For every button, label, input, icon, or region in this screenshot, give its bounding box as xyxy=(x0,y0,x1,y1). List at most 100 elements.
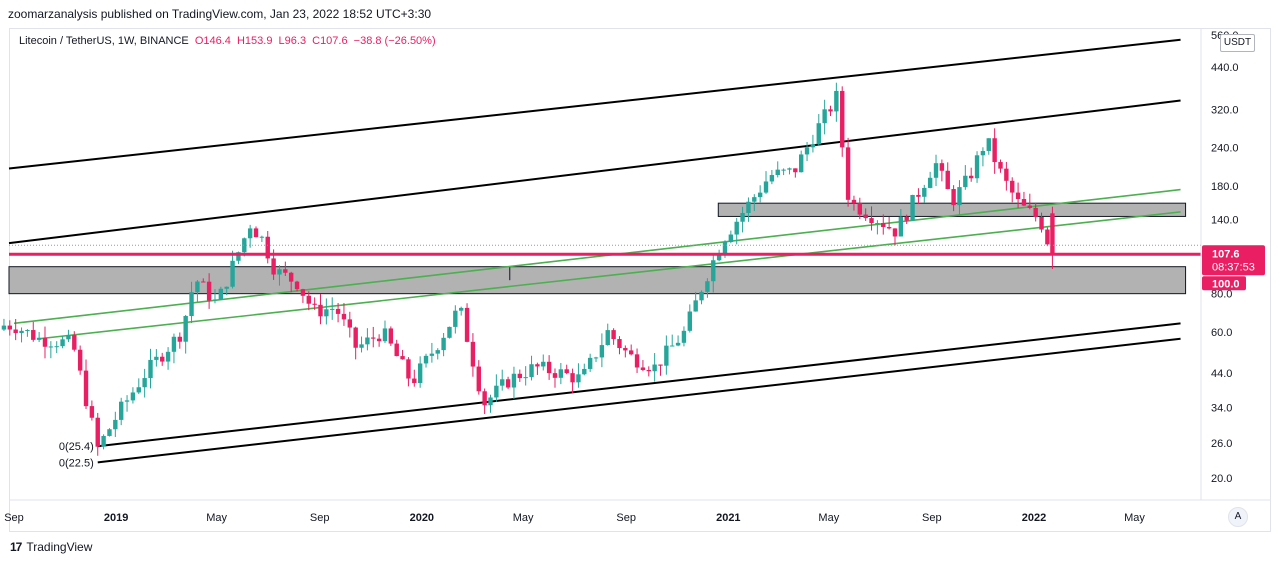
candle xyxy=(922,187,927,197)
currency-button[interactable]: USDT xyxy=(1220,34,1255,52)
candle xyxy=(693,300,698,312)
channel-line-3 xyxy=(97,337,1181,464)
x-tick-label: May xyxy=(206,512,227,524)
candle xyxy=(347,319,353,328)
candle xyxy=(7,325,13,330)
candle xyxy=(42,337,48,347)
candle xyxy=(318,304,323,317)
candle xyxy=(212,299,218,301)
candle xyxy=(1050,213,1055,255)
candle xyxy=(535,364,540,367)
candle xyxy=(916,194,921,197)
candle xyxy=(101,435,106,447)
candle xyxy=(605,330,610,346)
candle xyxy=(470,341,476,367)
candle xyxy=(183,316,188,342)
candle xyxy=(529,364,534,378)
candle xyxy=(423,355,429,364)
candle xyxy=(628,350,634,355)
candle xyxy=(177,336,183,342)
candle xyxy=(189,292,194,317)
candle xyxy=(757,192,763,198)
candle xyxy=(675,342,681,346)
candle xyxy=(324,309,329,317)
candle xyxy=(1033,207,1038,217)
candle xyxy=(288,272,294,282)
candle xyxy=(787,168,792,170)
candle xyxy=(910,194,915,221)
candle xyxy=(570,373,575,383)
candle xyxy=(634,354,640,368)
candle xyxy=(1027,205,1033,208)
candle xyxy=(48,346,54,348)
candle xyxy=(904,216,909,221)
candle xyxy=(558,369,564,378)
candle xyxy=(658,364,663,366)
candle xyxy=(25,330,30,332)
candle xyxy=(365,337,370,345)
auto-scale-button[interactable]: A xyxy=(1228,507,1248,527)
candle xyxy=(341,313,347,320)
candle xyxy=(406,359,411,379)
candle xyxy=(816,123,821,145)
candle xyxy=(107,429,112,436)
channel-line-2 xyxy=(97,322,1181,448)
level-badge xyxy=(1202,276,1246,291)
candle xyxy=(546,361,552,374)
candle xyxy=(599,345,605,358)
candle xyxy=(804,147,810,155)
candle xyxy=(752,197,757,202)
trend-line-0 xyxy=(13,188,1181,325)
last-price-badge xyxy=(1202,245,1265,276)
candle xyxy=(359,344,364,348)
candle xyxy=(892,228,898,237)
candle xyxy=(646,369,651,372)
candle xyxy=(441,337,446,351)
candle xyxy=(335,308,341,314)
candle xyxy=(236,252,241,261)
candle xyxy=(142,378,147,388)
candle xyxy=(376,338,382,342)
candle xyxy=(277,269,282,275)
candle xyxy=(664,345,669,366)
x-tick-label: Sep xyxy=(616,512,636,524)
candle xyxy=(60,339,65,347)
trend-line-1 xyxy=(39,211,1181,340)
tv-logo-icon: 17 xyxy=(10,540,22,554)
candle xyxy=(488,397,493,406)
candle xyxy=(382,328,388,342)
candle xyxy=(968,175,974,179)
candle xyxy=(283,269,288,273)
candle xyxy=(464,307,470,342)
candle xyxy=(617,339,622,349)
candle xyxy=(312,303,317,305)
x-tick-label: 2019 xyxy=(104,512,128,524)
channel-line-0 xyxy=(8,38,1181,170)
level-label: 100.0 xyxy=(1212,278,1240,290)
x-tick-label: Sep xyxy=(4,512,24,524)
candle xyxy=(259,236,265,238)
candle xyxy=(623,348,628,351)
candle xyxy=(124,400,130,402)
legend-high: H153.9 xyxy=(236,35,273,47)
candle xyxy=(798,154,804,173)
candle xyxy=(1039,216,1044,230)
candle xyxy=(728,234,734,243)
candle xyxy=(300,289,306,296)
candle xyxy=(453,310,458,327)
candle xyxy=(769,175,775,182)
candle xyxy=(857,203,863,215)
y-tick-label: 320.0 xyxy=(1211,104,1239,116)
candle xyxy=(587,357,593,369)
y-tick-label: 140.0 xyxy=(1211,214,1239,226)
candle xyxy=(113,419,118,430)
y-tick-label: 80.0 xyxy=(1211,289,1232,301)
candle xyxy=(130,392,136,401)
candle xyxy=(763,181,769,193)
legend-open: O146.4 xyxy=(194,35,231,47)
y-tick-label: 60.0 xyxy=(1211,327,1232,339)
candle xyxy=(458,307,464,311)
candle xyxy=(998,162,1003,169)
candle xyxy=(781,169,786,171)
